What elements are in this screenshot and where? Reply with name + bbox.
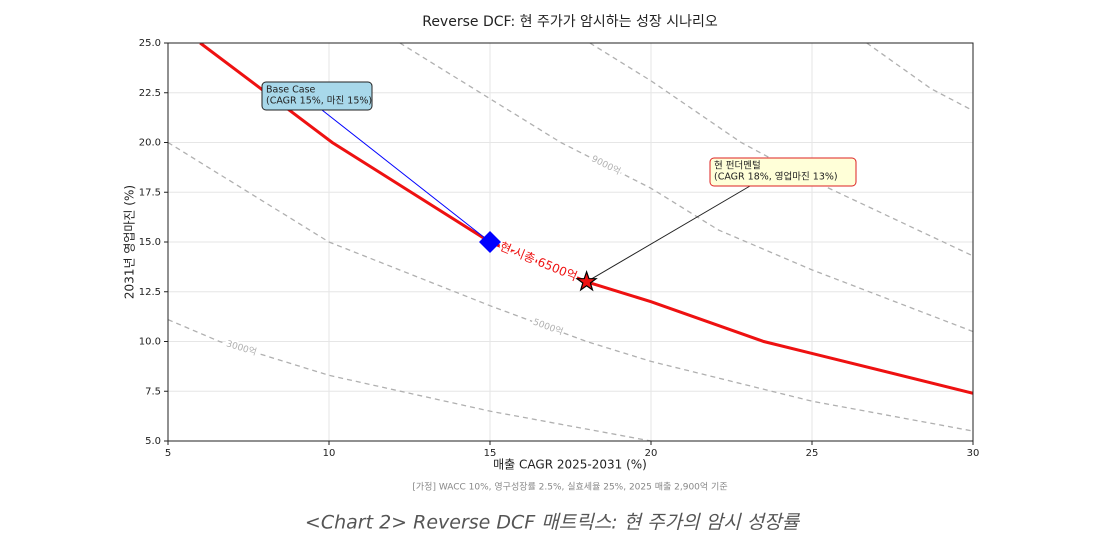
point-marker [479,231,501,253]
annotation-text: Base Case [266,85,316,96]
annotation-text: (CAGR 15%, 마진 15%) [266,96,372,107]
plot [168,43,973,441]
y-tick-label: 5.0 [145,436,161,447]
annotation-arrow [321,109,491,243]
line-label: 현 시총 6500억 [498,239,579,283]
x-tick-label: 20 [645,448,658,459]
contour-line [168,319,652,441]
annotation-text: 현 펀더멘털 [714,160,761,172]
x-axis-label: 매출 CAGR 2025-2031 (%) [493,458,647,472]
y-tick-label: 22.5 [139,88,161,99]
x-tick-label: 15 [484,448,497,459]
x-tick-label: 5 [165,448,171,459]
y-tick-label: 12.5 [139,287,161,298]
contour-line [168,141,973,432]
y-tick-label: 20.0 [139,138,161,149]
y-tick-label: 15.0 [139,237,161,248]
line-label: 5000억 [531,316,564,338]
y-tick-label: 17.5 [139,187,161,198]
contour-line [866,43,973,112]
y-axis-label: 2031년 영업마진 (%) [123,185,137,299]
y-tick-label: 10.0 [139,337,161,348]
footnote: [가정] WACC 10%, 영구성장률 2.5%, 실효세율 25%, 202… [412,481,727,493]
contour-line [589,43,973,257]
y-tick-label: 7.5 [145,386,161,397]
plot-frame [167,42,974,442]
line-label: 9000억 [590,153,623,178]
annotation-box [709,157,857,187]
y-tick-label: 25.0 [139,38,161,49]
x-tick-label: 30 [967,448,980,459]
x-tick-label: 25 [806,448,819,459]
line-label: 3000억 [225,337,258,358]
chart-title: Reverse DCF: 현 주가가 암시하는 성장 시나리오 [422,14,718,30]
target-line [199,43,973,395]
annotation-arrow [586,185,751,283]
point-marker [575,269,598,292]
annotation-box [261,81,373,111]
caption: <Chart 2> Reverse DCF 매트릭스: 현 주가의 암시 성장률 [305,512,801,534]
contour-line [399,43,973,333]
x-tick-label: 10 [323,448,336,459]
annotation-text: (CAGR 18%, 영업마진 13%) [714,171,838,183]
